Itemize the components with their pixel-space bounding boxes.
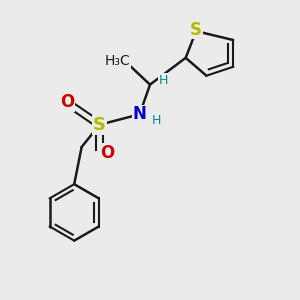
Text: H₃C: H₃C	[104, 54, 130, 68]
Text: N: N	[133, 105, 146, 123]
Text: O: O	[100, 144, 114, 162]
Text: S: S	[93, 116, 106, 134]
Text: S: S	[190, 21, 202, 39]
Text: H: H	[159, 74, 168, 87]
Text: O: O	[60, 93, 74, 111]
Text: H: H	[151, 114, 160, 127]
